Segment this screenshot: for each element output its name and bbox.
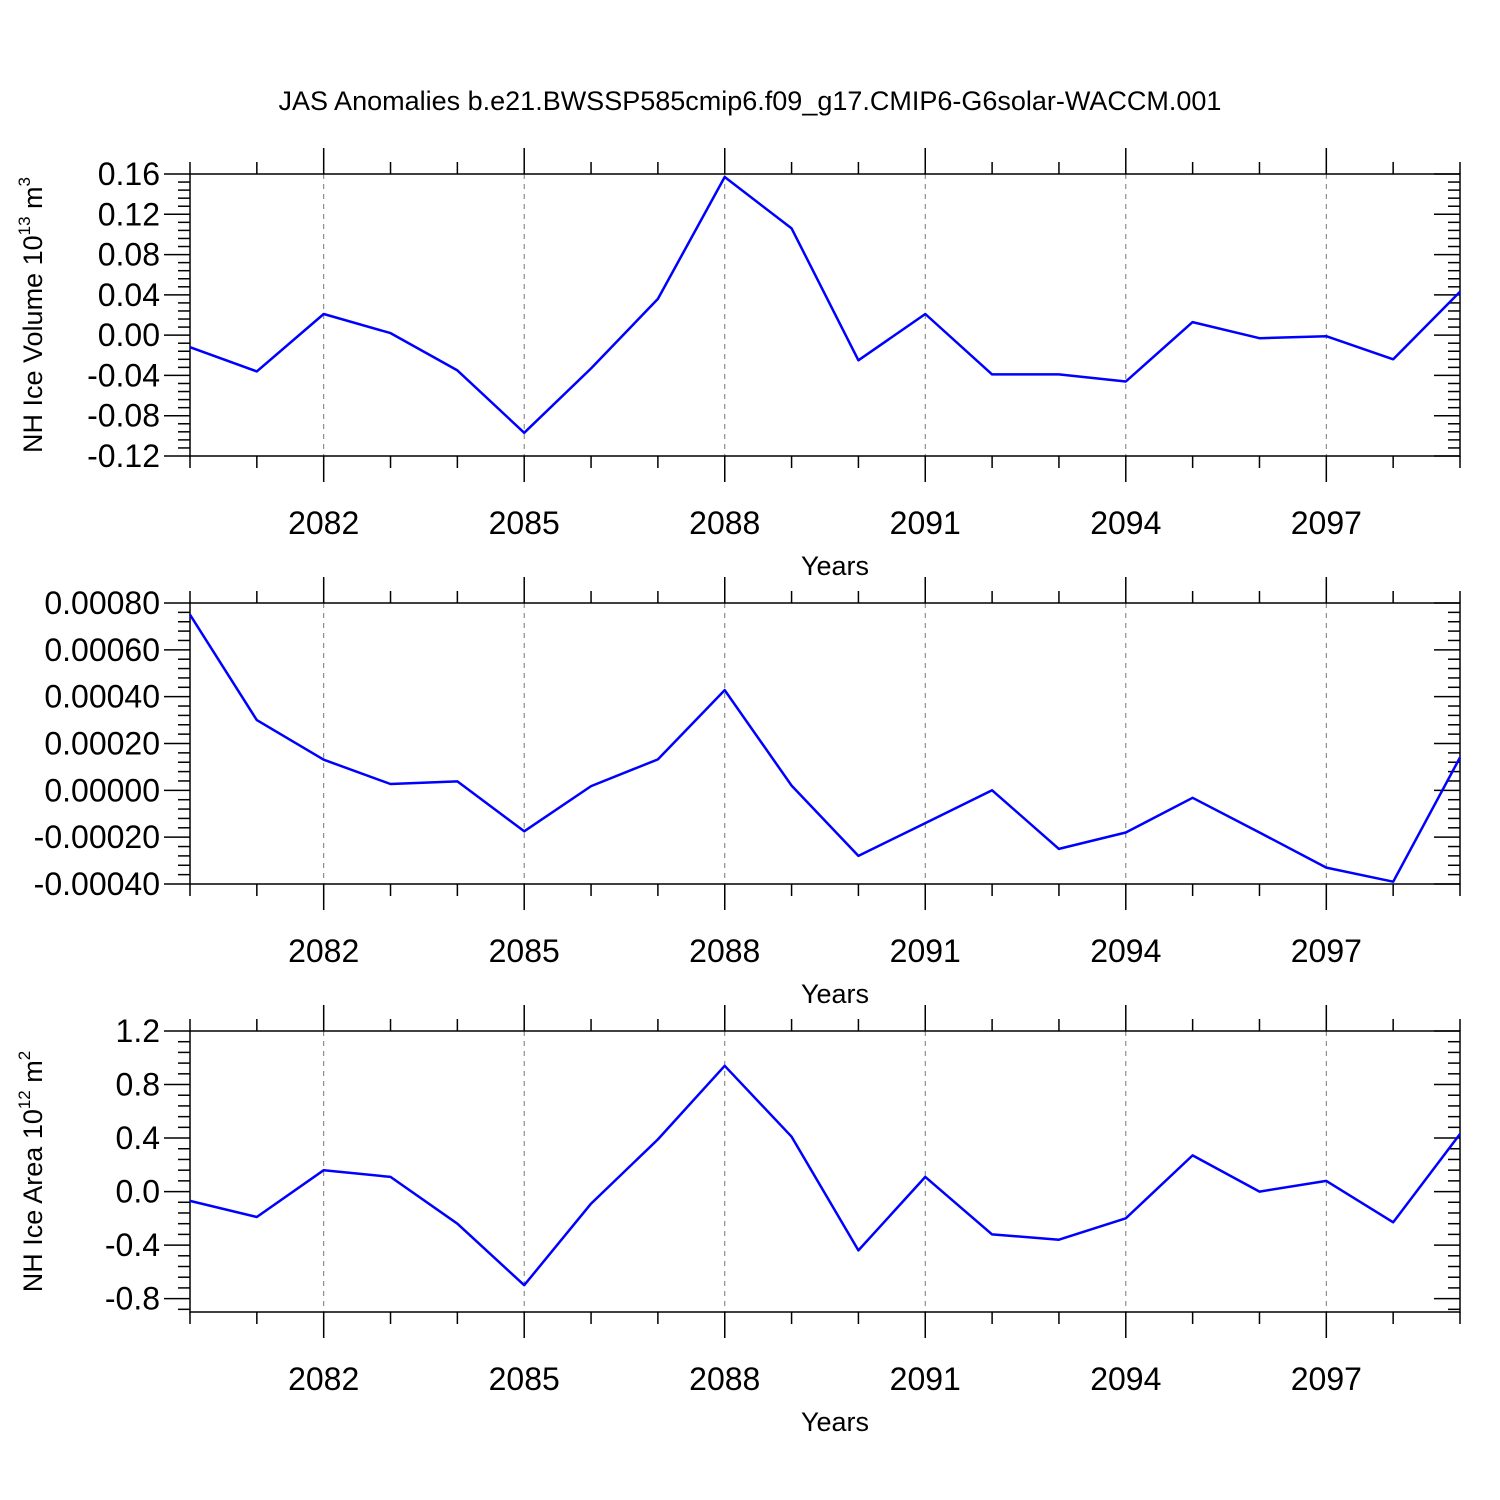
x-tick-label: 2094 <box>1090 505 1161 541</box>
panel-ice-area: 2082 2085 2088 2091 2094 2097 Years -0.8 -0.4 0.0… <box>15 1005 1461 1437</box>
x-tick-label: 2082 <box>288 1361 359 1397</box>
y-axis-title: NH Ice Volume 1013 m3 <box>15 177 48 453</box>
panel-middle: 2082 2085 2088 2091 2094 2097 Years -0.00040 -0.… <box>34 577 1462 1009</box>
x-axis-title: Years <box>801 551 869 581</box>
chart-title: JAS Anomalies b.e21.BWSSP585cmip6.f09_g1… <box>278 86 1222 116</box>
y-tick-label: -0.12 <box>87 438 160 474</box>
y-tick-label: -0.8 <box>105 1281 160 1317</box>
y-tick-label: 0.08 <box>98 237 160 273</box>
plot-frame <box>189 1030 1461 1313</box>
y-tick-label: 0.16 <box>98 156 160 192</box>
y-tick-label: 0.00020 <box>44 726 160 762</box>
y-tick-label: 0.00060 <box>44 632 160 668</box>
y-tick-label: 0.00 <box>98 317 160 353</box>
y-axis-title: NH Ice Area 1012 m2 <box>15 1051 48 1292</box>
x-tick-label: 2088 <box>689 1361 760 1397</box>
y-tick-label: 0.00040 <box>44 679 160 715</box>
x-tick-label: 2091 <box>890 933 961 969</box>
x-tick-label: 2097 <box>1291 505 1362 541</box>
x-axis-title: Years <box>801 1407 869 1437</box>
plot-frame <box>189 602 1461 885</box>
series-line <box>188 614 1462 883</box>
y-tick-label: -0.08 <box>87 398 160 434</box>
panel-ice-volume: 2082 2085 2088 2091 2094 2097 Years -0.12 -0.08 -… <box>15 148 1461 581</box>
x-axis-title: Years <box>801 979 869 1009</box>
x-tick-label: 2088 <box>689 933 760 969</box>
x-tick-label: 2094 <box>1090 933 1161 969</box>
x-tick-label: 2085 <box>489 505 560 541</box>
series-line <box>189 1064 1461 1287</box>
x-tick-label: 2094 <box>1090 1361 1161 1397</box>
y-tick-label: 0.0 <box>116 1174 160 1210</box>
y-tick-label: 0.00080 <box>44 585 160 621</box>
y-tick-label: 0.04 <box>98 277 160 313</box>
y-tick-label: 0.12 <box>98 196 160 232</box>
series-line <box>189 175 1461 435</box>
x-tick-label: 2085 <box>489 933 560 969</box>
x-tick-label: 2088 <box>689 505 760 541</box>
x-tick-label: 2097 <box>1291 933 1362 969</box>
y-tick-label: -0.00040 <box>34 866 160 902</box>
y-tick-label: -0.4 <box>105 1227 160 1263</box>
y-tick-label: 0.8 <box>116 1067 160 1103</box>
x-tick-label: 2091 <box>890 1361 961 1397</box>
y-tick-label: -0.04 <box>87 357 160 393</box>
plot-frame <box>189 173 1461 457</box>
x-tick-label: 2097 <box>1291 1361 1362 1397</box>
x-tick-label: 2082 <box>288 505 359 541</box>
y-tick-label: 0.00000 <box>44 772 160 808</box>
x-tick-label: 2085 <box>489 1361 560 1397</box>
y-tick-label: 0.4 <box>116 1120 160 1156</box>
y-tick-label: -0.00020 <box>34 819 160 855</box>
x-tick-label: 2091 <box>890 505 961 541</box>
y-tick-label: 1.2 <box>116 1013 160 1049</box>
x-tick-label: 2082 <box>288 933 359 969</box>
